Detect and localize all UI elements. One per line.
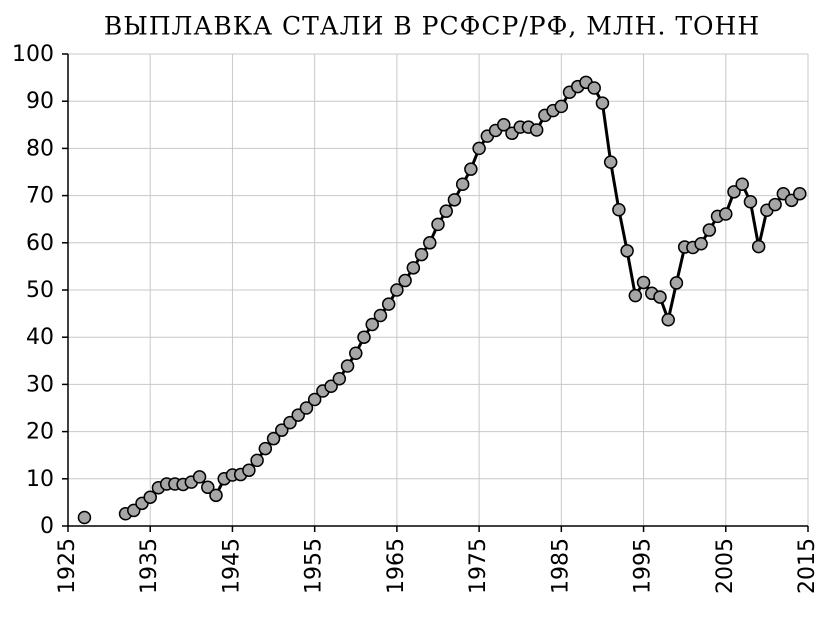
x-tick-label: 2015	[795, 538, 820, 594]
y-tick-label: 10	[26, 467, 54, 492]
data-point	[414, 247, 429, 262]
y-tick-label: 20	[26, 420, 54, 445]
data-point	[529, 123, 544, 137]
data-point	[735, 177, 749, 192]
data-point	[324, 379, 338, 394]
data-point	[283, 415, 297, 430]
x-tick-label: 1975	[466, 538, 491, 594]
x-tick-label: 1955	[302, 538, 327, 594]
data-point	[628, 288, 643, 303]
data-point	[390, 283, 404, 297]
y-tick-label: 80	[26, 136, 54, 161]
data-point	[653, 290, 667, 304]
data-point	[603, 155, 618, 169]
data-point	[595, 96, 610, 110]
y-tick-label: 30	[26, 372, 54, 397]
data-point	[472, 141, 486, 156]
y-tick-label: 90	[26, 89, 54, 114]
data-point	[365, 317, 379, 332]
data-point	[381, 297, 396, 311]
data-point	[612, 203, 626, 217]
data-point	[455, 177, 470, 192]
data-point	[266, 431, 281, 446]
data-point	[636, 275, 651, 290]
data-point	[340, 359, 355, 373]
data-point	[332, 371, 347, 386]
data-point	[250, 453, 264, 468]
x-tick-label: 1945	[219, 538, 244, 594]
data-point	[406, 261, 421, 275]
data-point	[727, 185, 741, 199]
data-point	[201, 480, 215, 495]
data-point	[423, 236, 437, 250]
data-point	[719, 207, 733, 221]
data-point	[447, 193, 462, 207]
data-line	[124, 80, 801, 516]
y-tick-label: 100	[12, 42, 54, 67]
x-tick-label: 1925	[55, 538, 80, 594]
data-point	[307, 392, 322, 407]
data-point	[439, 204, 453, 218]
data-point	[349, 346, 363, 360]
y-tick-label: 0	[40, 514, 54, 539]
data-point	[242, 463, 256, 478]
data-point	[192, 470, 207, 484]
y-tick-label: 40	[26, 325, 54, 350]
data-point	[209, 488, 223, 503]
data-point	[258, 441, 273, 456]
data-point	[373, 308, 388, 323]
x-tick-label: 1935	[137, 538, 162, 594]
data-point	[793, 186, 807, 201]
data-point	[299, 401, 314, 415]
data-point	[77, 510, 92, 525]
data-point	[751, 239, 766, 254]
x-tick-label: 1995	[631, 538, 656, 594]
y-tick-label: 50	[26, 278, 54, 303]
data-point	[464, 162, 478, 176]
data-point	[398, 273, 412, 288]
data-point	[431, 217, 445, 232]
data-point	[357, 330, 371, 344]
x-tick-label: 2005	[713, 538, 738, 594]
data-point	[620, 244, 634, 258]
data-point	[554, 99, 569, 114]
x-tick-label: 1965	[384, 538, 409, 594]
data-point	[768, 197, 782, 212]
data-point	[702, 223, 717, 237]
data-point	[587, 81, 601, 95]
y-tick-label: 70	[26, 184, 54, 209]
chart-title: ВЫПЛАВКА СТАЛИ В РСФСР/РФ, МЛН. ТОНН	[104, 12, 760, 41]
data-point	[743, 194, 758, 209]
data-point	[661, 312, 675, 327]
data-point	[669, 276, 684, 290]
data-point	[497, 118, 511, 132]
y-tick-label: 60	[26, 231, 54, 256]
data-point	[143, 490, 157, 504]
x-tick-label: 1985	[548, 538, 573, 594]
data-point	[275, 423, 289, 437]
data-point	[694, 236, 708, 251]
